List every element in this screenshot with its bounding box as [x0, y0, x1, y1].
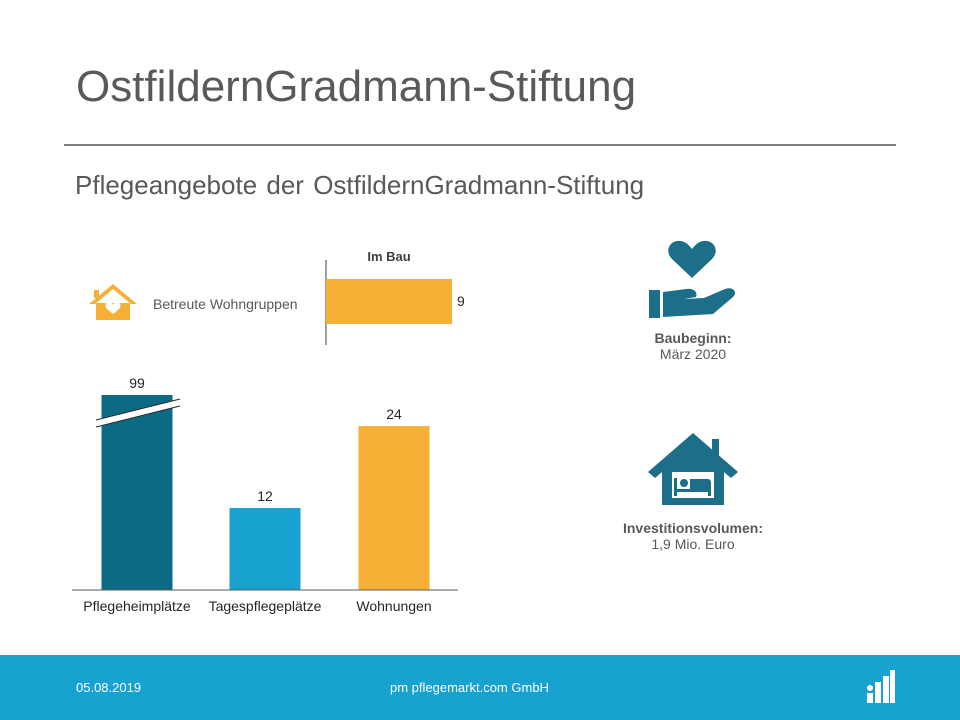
footer: 05.08.2019 pm pflegemarkt.com GmbH [0, 655, 960, 720]
pflegemarkt-logo [867, 670, 895, 703]
house-bed-icon [648, 433, 738, 505]
axis-break-marker [95, 398, 181, 428]
page-title: OstfildernGradmann-Stiftung [76, 62, 637, 111]
chart-area: Betreute Wohngruppen Im Bau 9 99 Pflegehe… [72, 240, 738, 614]
footer-date: 05.08.2019 [76, 680, 142, 695]
bar-tagespflegepl-tze [229, 508, 301, 590]
footer-company: pm pflegemarkt.com GmbH [390, 680, 549, 695]
construction-label: Baubeginn: [654, 330, 732, 346]
house-heart-icon [89, 284, 137, 320]
bar-wohnungen [358, 426, 430, 590]
data-label-betreute-wohngruppen: 9 [457, 293, 465, 309]
chart-title-im-bau: Im Bau [367, 249, 410, 264]
bar-pflegeheimpl-tze [101, 395, 173, 590]
page-subtitle: Pflegeangebote der OstfildernGradmann-St… [75, 170, 645, 200]
category-label-betreute-wohngruppen: Betreute Wohngruppen [153, 296, 298, 312]
investment-label: Investitionsvolumen: [622, 520, 764, 536]
investment-value: 1,9 Mio. Euro [651, 536, 735, 552]
bar-series: 99 Pflegeheimplätze 12 Tagespflegeplätze 24 W… [83, 375, 431, 614]
construction-value: März 2020 [659, 346, 727, 362]
construction-info: Baubeginn: März 2020 [620, 330, 766, 362]
category-label-pflegeheimpl-tze: Pflegeheimplätze [83, 598, 191, 614]
investment-info: Investitionsvolumen: 1,9 Mio. Euro [593, 520, 793, 552]
title-divider [64, 144, 896, 146]
data-label-pflegeheimpl-tze: 99 [129, 375, 145, 391]
data-label-tagespflegepl-tze: 12 [257, 488, 273, 504]
bar-betreute-wohngruppen [326, 279, 452, 324]
data-label-wohnungen: 24 [386, 406, 402, 422]
hand-heart-icon [649, 240, 736, 318]
category-label-tagespflegepl-tze: Tagespflegeplätze [209, 598, 322, 614]
category-label-wohnungen: Wohnungen [356, 598, 431, 614]
